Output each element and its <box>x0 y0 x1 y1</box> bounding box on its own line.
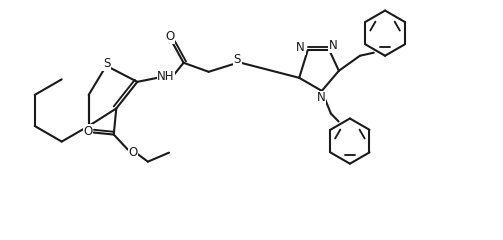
Text: O: O <box>83 125 93 138</box>
Text: N: N <box>296 41 305 54</box>
Text: N: N <box>328 39 337 52</box>
Text: NH: NH <box>157 70 175 83</box>
Text: S: S <box>233 53 241 66</box>
Text: O: O <box>128 146 137 159</box>
Text: N: N <box>317 91 325 104</box>
Text: O: O <box>165 30 175 43</box>
Text: S: S <box>103 57 111 70</box>
